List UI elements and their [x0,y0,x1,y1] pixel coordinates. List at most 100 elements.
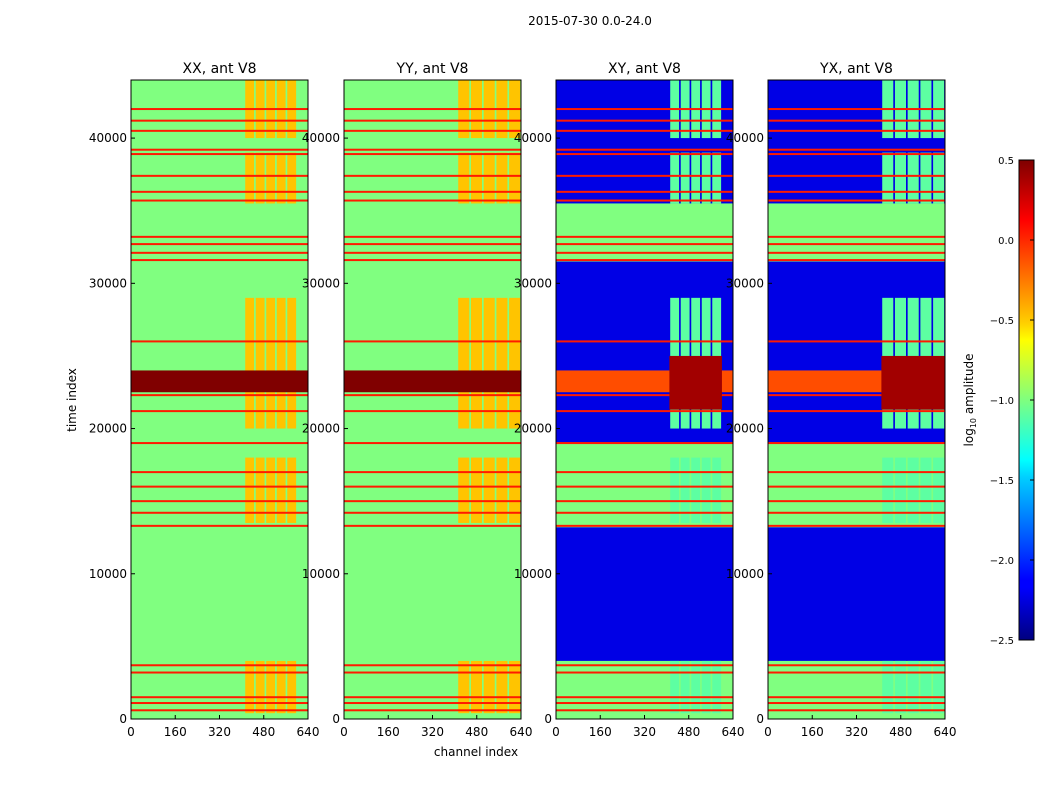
active-subband [680,152,690,204]
heatmap-panel-0: XX, ant V8 0 160 320 480 640 0 10000 20000 30000 4… [89,61,320,739]
flag-line [556,394,733,397]
active-subband [882,152,894,204]
y-tick-label: 40000 [302,131,340,145]
active-subband [496,660,508,714]
colorbar-tick-label: −2.5 [990,636,1014,647]
y-tick-label: 30000 [89,276,127,290]
panel-title: YY, ant V8 [396,61,469,77]
active-subband [287,297,297,429]
active-subband [255,660,265,714]
flag-line [344,190,521,193]
flag-line [768,148,945,151]
flag-line [344,243,521,246]
active-subband [712,457,722,523]
flag-line [131,251,308,254]
x-tick-label: 320 [633,725,656,739]
flag-line [768,129,945,132]
colorbar-label: log10 amplitude [962,354,978,447]
x-tick-label: 480 [465,725,488,739]
flag-line [768,235,945,238]
flag-line [131,174,308,177]
flag-line [768,500,945,503]
panel-title: XX, ant V8 [183,61,257,77]
x-tick-label: 160 [377,725,400,739]
x-tick-label: 320 [208,725,231,739]
flag-line [344,442,521,445]
flag-line [768,108,945,111]
active-subband [691,660,701,714]
active-subband [458,660,470,714]
active-subband [907,457,919,523]
flag-line [344,251,521,254]
flag-line [768,199,945,202]
active-subband [680,660,690,714]
flag-line [556,485,733,488]
active-subband [287,152,297,204]
x-tick-label: 320 [421,725,444,739]
flag-line [768,394,945,397]
flag-line [131,664,308,667]
active-subband [266,152,276,204]
active-subband [470,660,483,714]
x-tick-label: 640 [510,725,533,739]
flag-line [131,119,308,122]
panel-title: XY, ant V8 [608,61,681,77]
active-subband [920,152,932,204]
figure-title: 2015-07-30 0.0-24.0 [528,14,652,28]
y-tick-label: 30000 [302,276,340,290]
active-subband [245,457,255,523]
flag-line [344,511,521,514]
flag-line [768,153,945,156]
x-tick-label: 640 [722,725,745,739]
active-subband [245,660,255,714]
active-subband [894,457,907,523]
flag-line [131,485,308,488]
colorbar-tick-label: −1.5 [990,476,1014,487]
y-tick-label: 40000 [726,131,764,145]
flag-line [556,174,733,177]
active-subband [266,297,276,429]
heatmap-panel-3: YX, ant V8 0 160 320 480 640 0 10000 20000 30000 4… [726,61,957,739]
y-tick-label: 10000 [726,567,764,581]
flag-line [768,174,945,177]
flag-line [556,500,733,503]
flag-line [768,259,945,262]
flag-line [131,671,308,674]
flag-line [131,153,308,156]
active-subband [670,660,680,714]
flag-line [344,129,521,132]
strong-band [344,370,521,393]
flag-line [344,394,521,397]
active-subband [894,152,907,204]
flag-line [344,485,521,488]
flag-line [131,108,308,111]
active-subband [483,297,495,429]
panel-title: YX, ant V8 [819,61,893,77]
flag-line [768,709,945,712]
active-subband [470,457,483,523]
flag-line [344,235,521,238]
flag-line [131,442,308,445]
flag-line [556,664,733,667]
y-tick-label: 0 [119,712,127,726]
active-subband [458,152,470,204]
flag-line [344,709,521,712]
active-subband [712,152,722,204]
y-tick-label: 20000 [302,422,340,436]
x-tick-label: 160 [589,725,612,739]
active-subband [458,457,470,523]
active-subband [920,660,932,714]
flag-line [344,500,521,503]
x-tick-label: 480 [677,725,700,739]
active-subband [882,660,894,714]
colorbar-tick-label: −0.5 [990,316,1014,327]
flag-line [131,702,308,705]
y-tick-label: 40000 [514,131,552,145]
active-subband [509,152,521,204]
strong-band-active [881,355,945,410]
flag-line [768,190,945,193]
y-axis-label: time index [65,368,79,432]
y-tick-label: 10000 [89,567,127,581]
flag-line [131,340,308,343]
flag-line [556,702,733,705]
